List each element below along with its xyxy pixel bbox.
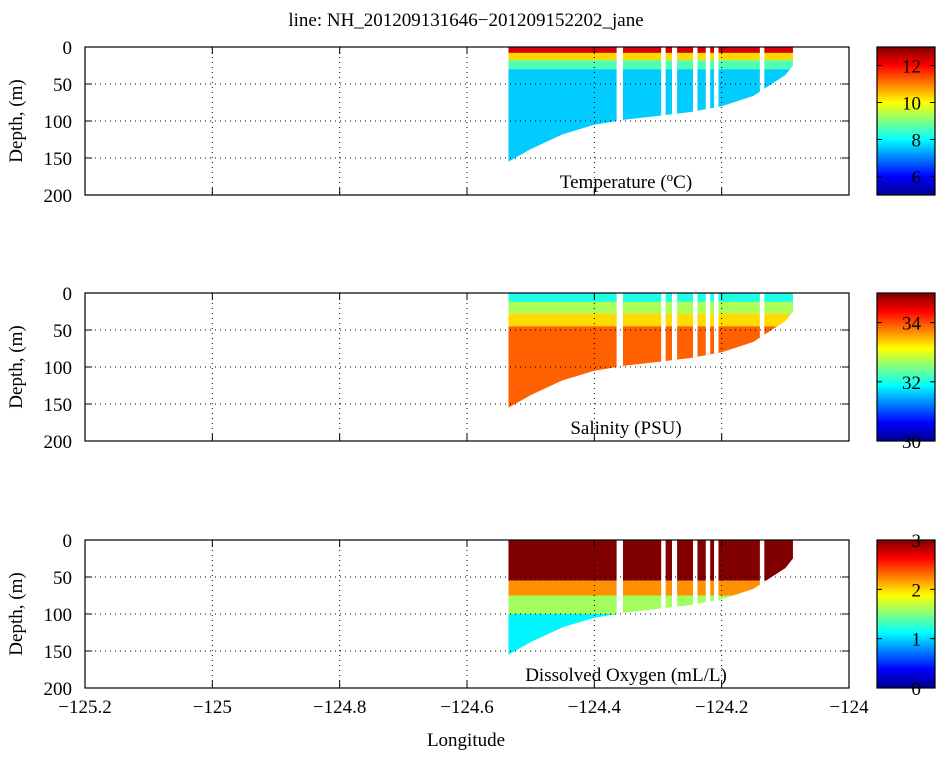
data-gap-4 xyxy=(705,540,711,655)
y-tick-label: 0 xyxy=(63,38,73,59)
data-gap-0 xyxy=(616,540,623,655)
colorbar-tick-label: 32 xyxy=(902,373,921,394)
y-tick-label: 50 xyxy=(53,75,72,96)
panel-oxygen: 0 50 100 150 200−125.2 −125 −124.8 −124.6 −124.4… xyxy=(6,531,936,718)
x-tick-label: −124.4 xyxy=(568,697,622,718)
data-gap-1 xyxy=(661,540,666,655)
colorbar-tick-label: 0 xyxy=(912,679,922,700)
data-gap-4 xyxy=(705,47,711,162)
colorbar-tick-label: 3 xyxy=(912,531,922,552)
panel-temperature: 0 50 100 150 200 Depth, (m) Temperature (oC) 6 8… xyxy=(6,38,936,207)
data-gap-2 xyxy=(672,540,678,655)
data-gap-3 xyxy=(693,540,698,655)
x-tick-label: −125.2 xyxy=(58,697,111,718)
y-tick-label: 150 xyxy=(44,395,73,416)
colorbar-tick-label: 2 xyxy=(912,580,922,601)
y-tick-label: 0 xyxy=(63,284,73,305)
panel-label-salinity: Salinity (PSU) xyxy=(570,418,681,439)
panel-label-temperature: Temperature (oC) xyxy=(560,169,692,193)
panel-salinity: 0 50 100 150 200 Depth, (m) Salinity (PSU) 30 32… xyxy=(6,284,936,453)
x-tick-label: −124.8 xyxy=(313,697,366,718)
x-tick-label: −125 xyxy=(193,697,232,718)
data-gap-2 xyxy=(672,293,678,408)
x-tick-label: −124.6 xyxy=(440,697,493,718)
colorbar-tick-label: 34 xyxy=(902,314,922,335)
data-gap-0 xyxy=(616,293,623,408)
colorbar-tick-label: 1 xyxy=(912,630,922,651)
y-axis-label: Depth, (m) xyxy=(6,572,27,655)
y-axis-label: Depth, (m) xyxy=(6,325,27,408)
panel-label-oxygen: Dissolved Oxygen (mL/L) xyxy=(525,665,727,686)
heat-layer-1 xyxy=(508,301,793,314)
y-tick-label: 200 xyxy=(44,679,73,700)
y-tick-label: 100 xyxy=(44,112,73,133)
figure-title: line: NH_201209131646−201209152202_jane xyxy=(288,10,643,31)
y-tick-label: 100 xyxy=(44,605,73,626)
heat-layer-2 xyxy=(508,60,793,70)
colorbar-tick-label: 12 xyxy=(902,57,921,78)
heat-layer-0 xyxy=(508,293,793,302)
y-tick-label: 0 xyxy=(63,531,73,552)
y-tick-label: 200 xyxy=(44,432,73,453)
data-gap-5 xyxy=(714,293,719,408)
x-tick-label: −124 xyxy=(829,697,869,718)
colorbar-temperature xyxy=(876,46,936,196)
heat-layer-2 xyxy=(508,313,793,327)
colorbar-tick-label: 8 xyxy=(912,131,922,152)
data-gap-5 xyxy=(714,540,719,655)
colorbar-oxygen xyxy=(876,539,936,689)
x-tick-label: −124.2 xyxy=(695,697,748,718)
heat-layer-1 xyxy=(508,580,793,596)
y-tick-label: 50 xyxy=(53,321,72,342)
y-tick-label: 50 xyxy=(53,568,72,589)
heat-layer-2 xyxy=(508,595,793,614)
data-gap-3 xyxy=(693,47,698,162)
heat-layer-0 xyxy=(508,540,793,581)
data-gap-0 xyxy=(616,47,623,162)
heat-layer-1 xyxy=(508,52,793,61)
data-gap-2 xyxy=(672,47,678,162)
colorbar-tick-label: 10 xyxy=(902,94,921,115)
colorbar-salinity xyxy=(876,292,936,442)
colorbar-tick-label: 30 xyxy=(902,432,921,453)
data-gap-5 xyxy=(714,47,719,162)
data-gap-1 xyxy=(661,293,666,408)
y-tick-label: 200 xyxy=(44,186,73,207)
data-gap-4 xyxy=(705,293,711,408)
x-axis-label: Longitude xyxy=(427,730,505,751)
y-axis-label: Depth, (m) xyxy=(6,79,27,162)
y-tick-label: 150 xyxy=(44,642,73,663)
y-tick-label: 100 xyxy=(44,358,73,379)
y-tick-label: 150 xyxy=(44,149,73,170)
heat-layer-0 xyxy=(508,47,793,53)
colorbar-tick-label: 6 xyxy=(912,168,922,189)
data-gap-1 xyxy=(661,47,666,162)
data-gap-3 xyxy=(693,293,698,408)
